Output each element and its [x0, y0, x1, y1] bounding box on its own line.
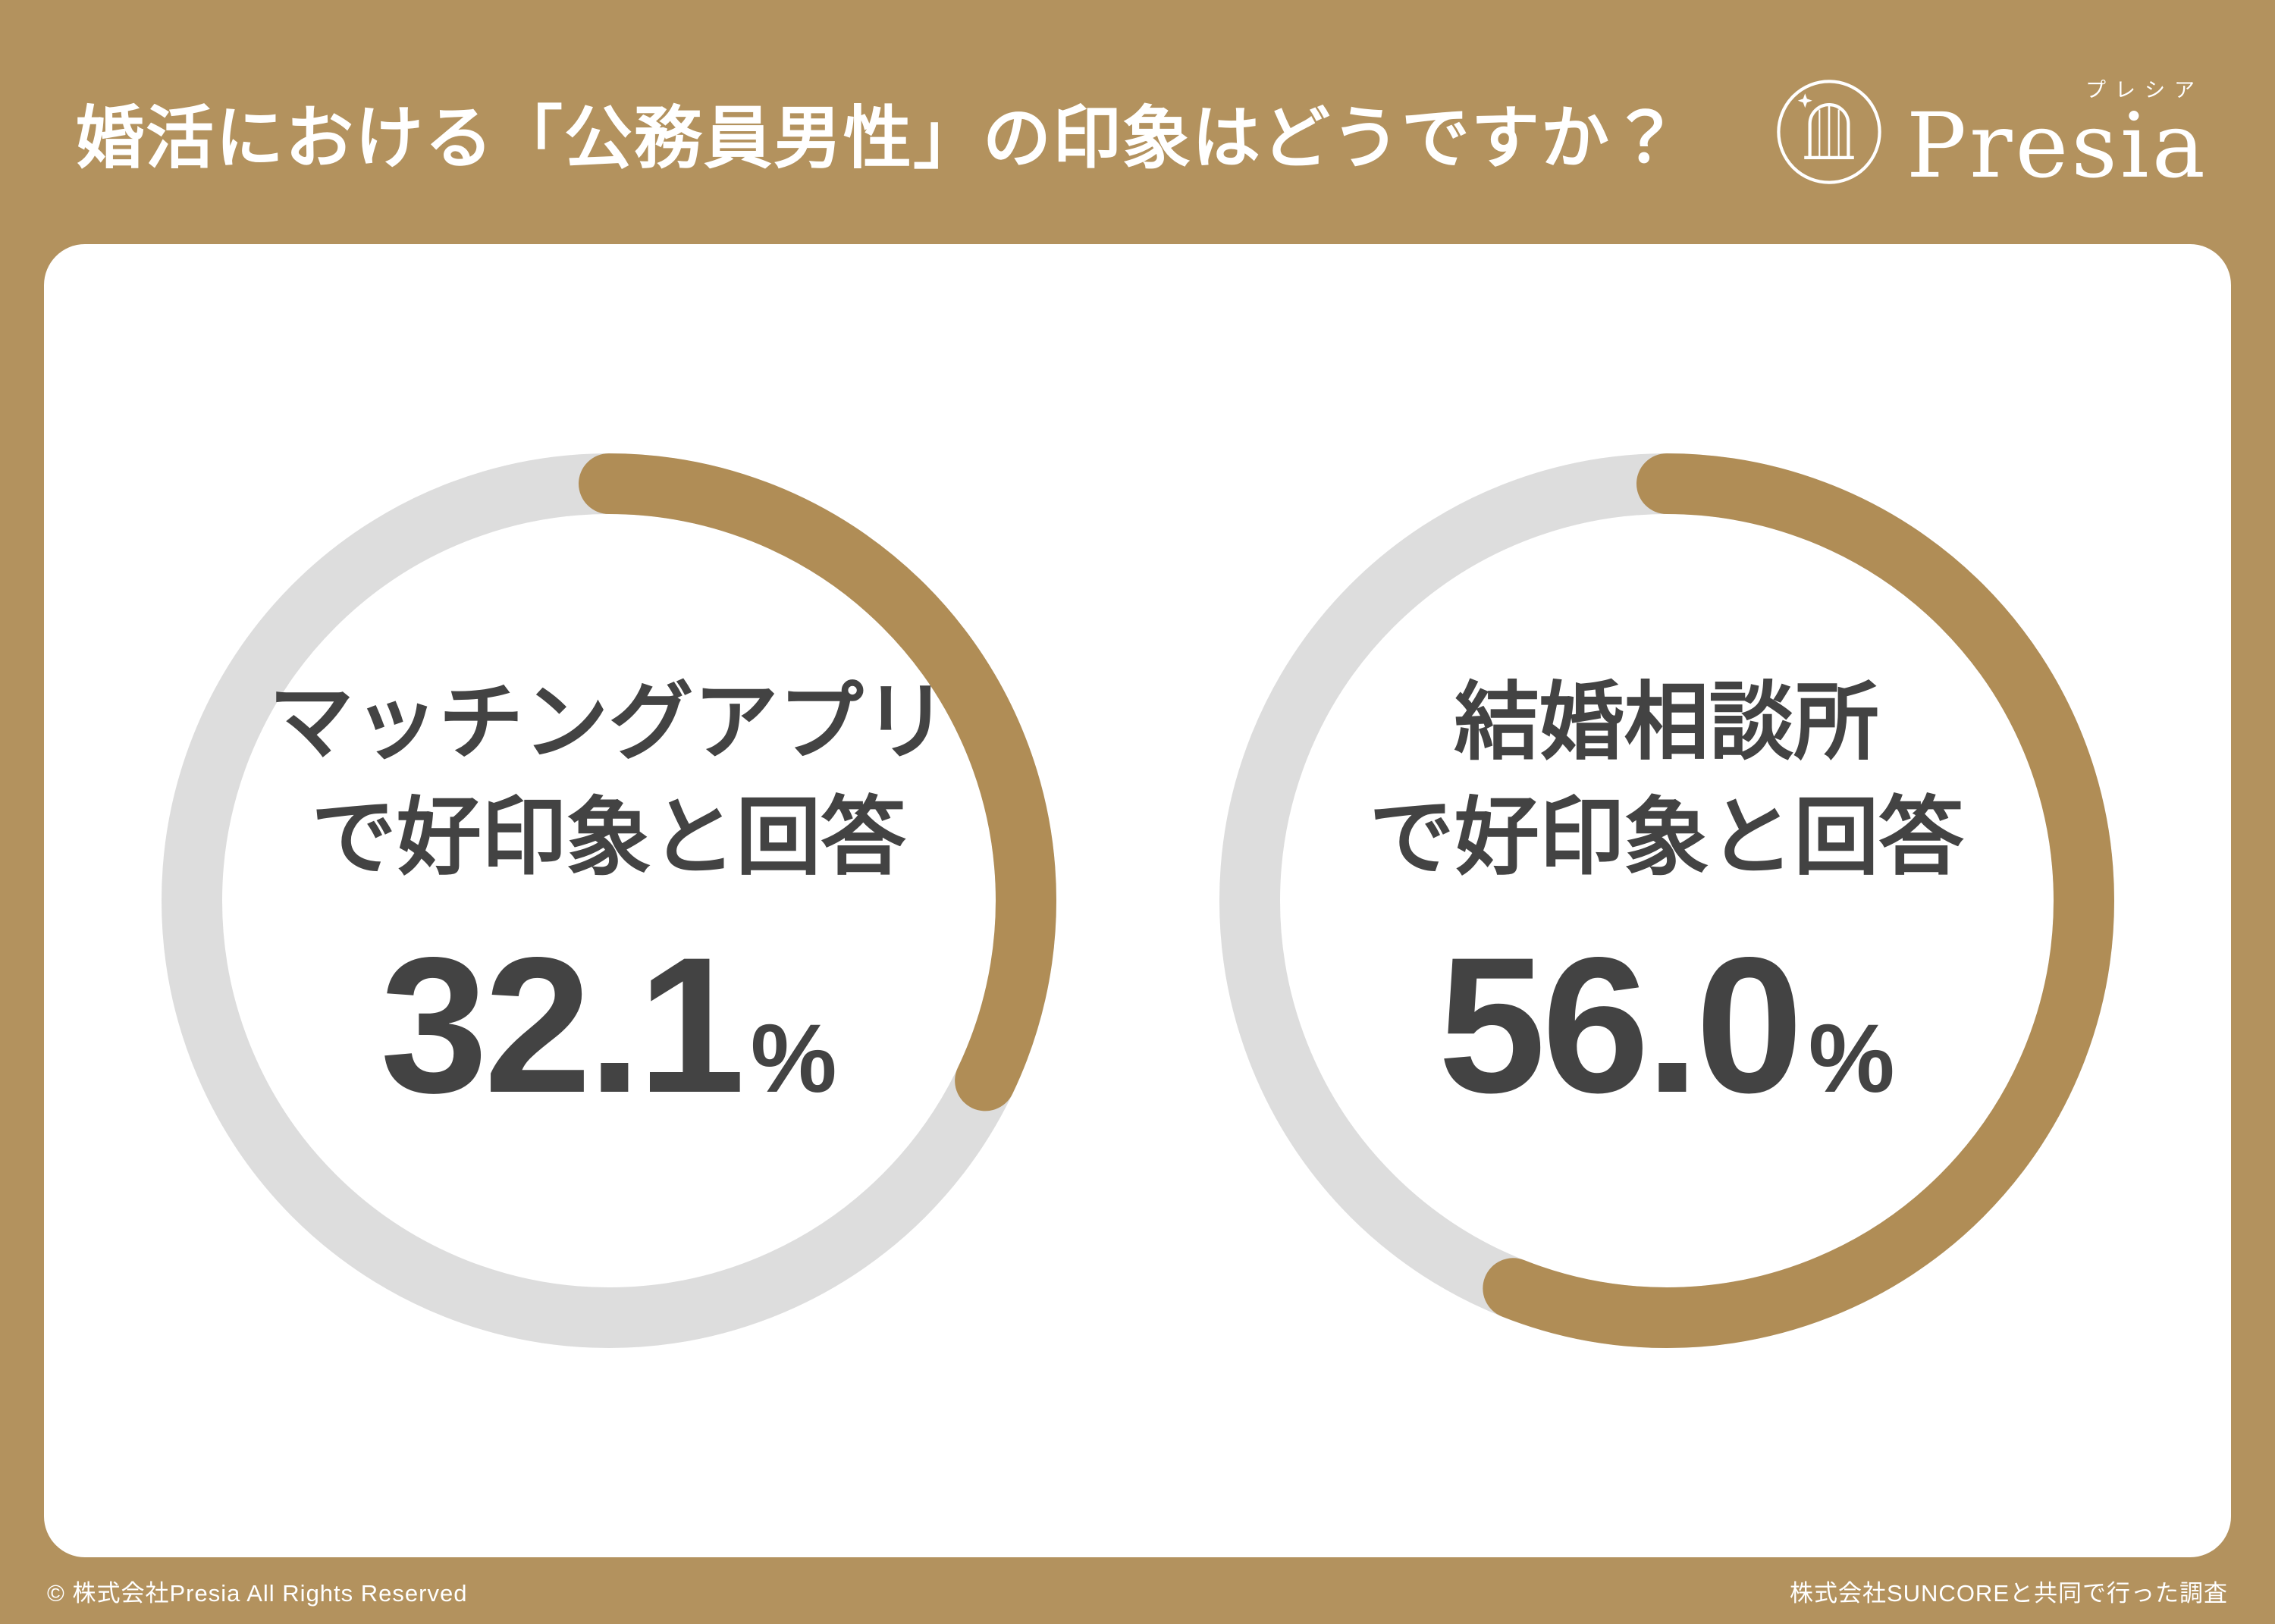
donut-arc — [1219, 453, 2114, 1348]
footer-survey-credit: 株式会社SUNCOREと共同で行った調査 — [1789, 1579, 2228, 1607]
donut-label-line: で好印象と回答 — [311, 789, 906, 885]
donut-value: 56.0 — [1438, 917, 1803, 1133]
logo-wordmark: Presia — [1906, 93, 2208, 198]
donut-value-row: 32.1% — [380, 914, 836, 1136]
donut-center-text: 結婚相談所 で好印象と回答 56.0% — [1219, 453, 2114, 1348]
percent-unit: % — [1808, 1004, 1895, 1113]
page-title: 婚活における「公務員男性」の印象はどうですか？ — [76, 101, 1680, 177]
percent-unit: % — [750, 1004, 837, 1113]
donut-value: 32.1 — [380, 917, 745, 1133]
footer-copyright: © 株式会社Presia All Rights Reserved — [47, 1579, 468, 1607]
donut-svg — [1219, 453, 2114, 1348]
donut-chart-marriage-agency: 結婚相談所 で好印象と回答 56.0% — [1219, 453, 2114, 1348]
donut-value-row: 56.0% — [1438, 914, 1894, 1136]
donut-label-line: マッチングアプリ — [268, 675, 949, 770]
logo-wordmark-wrap: プレシア Presia — [1906, 74, 2208, 190]
arch-window-icon — [1777, 80, 1881, 184]
donut-label-line: で好印象と回答 — [1369, 789, 1964, 885]
header: 婚活における「公務員男性」の印象はどうですか？ プレシア Presia — [0, 0, 2275, 244]
logo-furigana: プレシア — [2085, 79, 2204, 102]
presia-logo: プレシア Presia — [1773, 74, 2208, 190]
donut-svg — [161, 453, 1056, 1348]
donut-chart-matching-app: マッチングアプリ で好印象と回答 32.1% — [161, 453, 1056, 1348]
donut-arc — [161, 453, 1056, 1348]
donut-center-text: マッチングアプリ で好印象と回答 32.1% — [162, 453, 1056, 1348]
footer: © 株式会社Presia All Rights Reserved 株式会社SUN… — [0, 1557, 2275, 1624]
content-card: マッチングアプリ で好印象と回答 32.1% 結婚相談所 で好印象と回答 56.… — [44, 244, 2231, 1557]
donut-label-line: 結婚相談所 — [1454, 675, 1879, 770]
